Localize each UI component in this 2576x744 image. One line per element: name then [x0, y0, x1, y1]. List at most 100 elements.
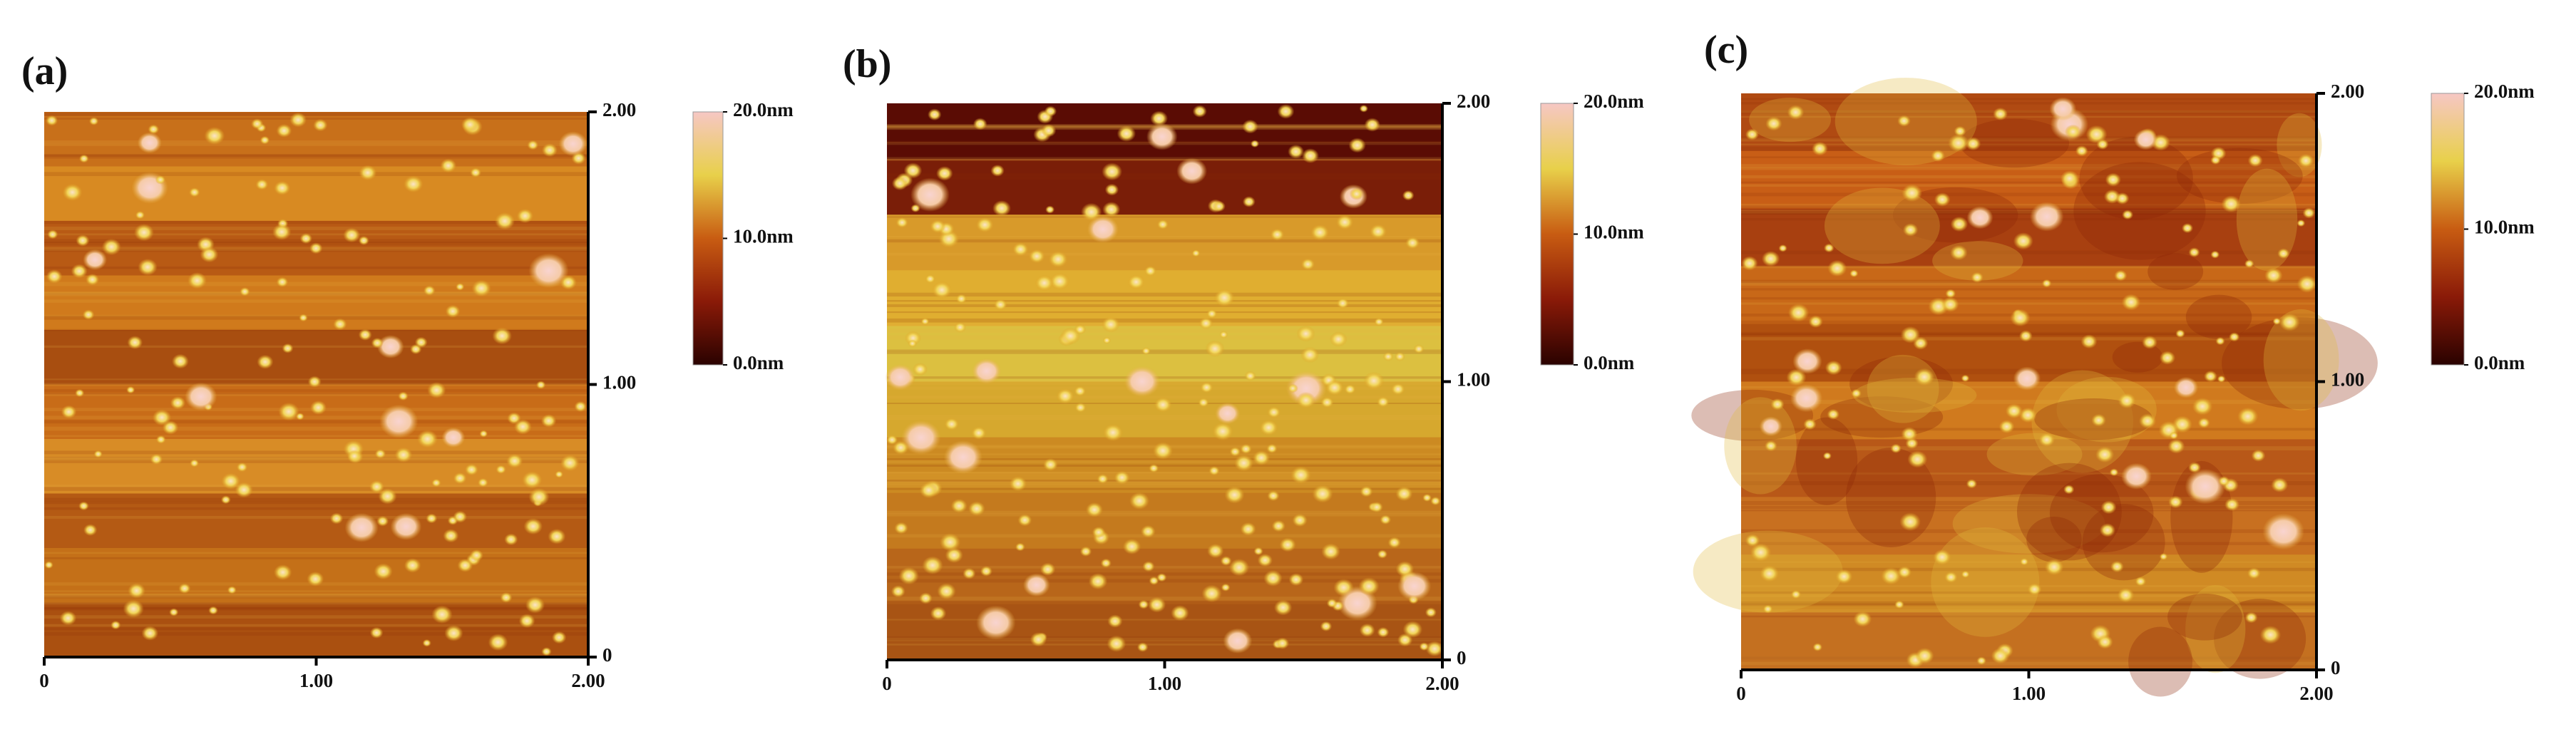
grain [1081, 202, 1102, 222]
grain [2217, 375, 2226, 383]
grain [2262, 513, 2304, 550]
grain [1040, 562, 1056, 577]
scan-line [1741, 110, 2316, 113]
grain [78, 154, 89, 163]
grain [937, 583, 956, 600]
grain [886, 435, 898, 445]
scan-line [44, 118, 588, 120]
grain [1300, 346, 1320, 363]
grain [1301, 148, 1319, 164]
grain [1044, 105, 1057, 117]
scan-line [1741, 400, 2316, 404]
scan-line [1741, 302, 2316, 305]
scan-line [44, 291, 588, 295]
grain [278, 402, 299, 421]
grain [1206, 309, 1218, 319]
grain [1360, 485, 1373, 497]
scan-line [44, 450, 588, 455]
scan-line [44, 602, 588, 605]
grain [257, 354, 274, 369]
grain [2272, 317, 2282, 325]
grain [1770, 398, 1785, 410]
grain [1102, 336, 1112, 344]
grain [1117, 125, 1136, 143]
grain [1104, 183, 1119, 196]
grain [1276, 637, 1290, 650]
grain [1273, 599, 1293, 616]
grain [374, 449, 386, 459]
grain [1759, 416, 1782, 437]
grain [1321, 543, 1340, 560]
grain [126, 386, 135, 394]
grain [574, 401, 587, 413]
grain [1901, 427, 1918, 442]
grain [1827, 259, 1847, 277]
scan-line [44, 487, 588, 491]
grain [944, 418, 960, 431]
grain [2117, 587, 2135, 603]
grain [925, 274, 936, 284]
grain [2120, 463, 2152, 490]
grain [1228, 558, 1250, 577]
grain [1395, 351, 1405, 361]
grain [1397, 571, 1432, 601]
scan-line [44, 233, 588, 236]
grain [1762, 604, 1773, 614]
grain [1326, 598, 1338, 609]
scan-line [44, 607, 588, 609]
grain [1787, 303, 1810, 322]
grain [1060, 327, 1081, 345]
grain [1017, 514, 1032, 527]
grain [1812, 141, 1828, 156]
x-tick-label: 2.00 [571, 670, 605, 691]
grain [1914, 368, 1935, 386]
scan-line [44, 415, 588, 420]
grain [1079, 546, 1092, 557]
grain [251, 118, 264, 130]
scan-line [1741, 98, 2316, 100]
scan-line [1741, 472, 2316, 475]
scan-line [887, 177, 1442, 180]
grain [1948, 134, 1969, 153]
scan-line [1741, 656, 2316, 660]
grain [299, 314, 308, 322]
scan-line [44, 345, 588, 348]
scan-line [1741, 446, 2316, 450]
grain [1325, 379, 1344, 396]
grain [2005, 403, 2023, 419]
grain [2018, 407, 2037, 423]
grain [2030, 202, 2064, 232]
grain [46, 269, 63, 284]
grain [1271, 520, 1286, 532]
grain [123, 599, 144, 618]
scan-line [887, 351, 1442, 354]
scan-line [1741, 205, 2316, 210]
scan-line [44, 456, 588, 459]
grain [2049, 97, 2077, 121]
scan-line [887, 480, 1442, 485]
grain [255, 179, 269, 190]
grain [2185, 468, 2226, 505]
scan-line [44, 590, 588, 592]
grain [260, 135, 270, 145]
scan-line [1741, 594, 2316, 597]
grain [1402, 190, 1415, 201]
grain [558, 131, 587, 157]
scan-line [44, 389, 588, 392]
grain [2244, 259, 2254, 269]
grain [971, 426, 987, 440]
grain [2204, 370, 2217, 383]
scan-line [44, 291, 588, 295]
grain [1961, 570, 1970, 579]
texture [2016, 463, 2122, 561]
grain [236, 462, 248, 472]
grain [307, 571, 324, 587]
x-tick-label: 1.00 [299, 670, 333, 691]
grain [2247, 567, 2261, 579]
grain [1149, 464, 1159, 473]
scan-line [1741, 210, 2316, 214]
grain [155, 175, 166, 185]
scan-line [887, 415, 1442, 417]
grain [2217, 475, 2230, 487]
